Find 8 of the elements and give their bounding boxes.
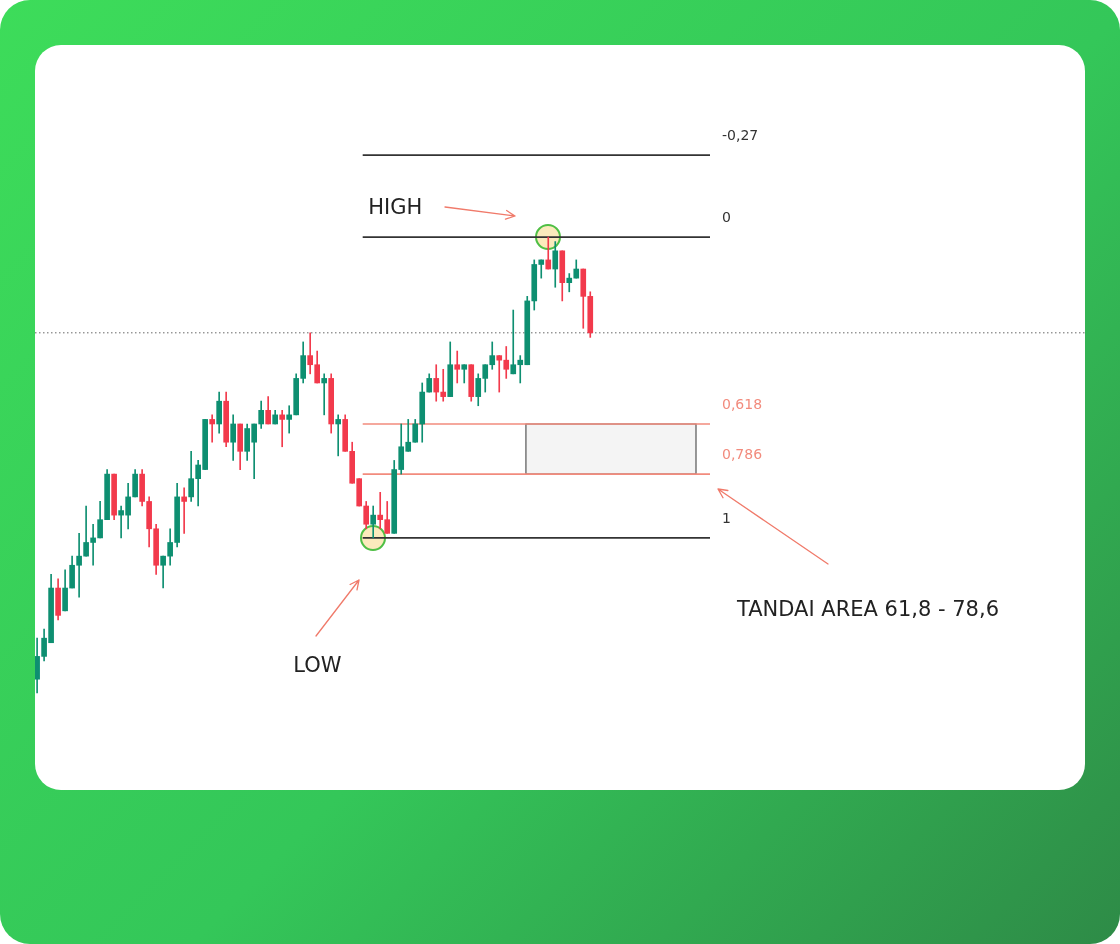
text: -0,27: [722, 126, 759, 143]
text: 0,618: [722, 395, 763, 412]
annotation: LOW: [293, 652, 342, 677]
text: HIGH: [368, 195, 423, 220]
text: TANDAI AREA 61,8 - 78,6: [736, 597, 1000, 622]
text: 1: [722, 509, 731, 526]
text: 0,786: [722, 445, 763, 462]
text: 0: [722, 208, 731, 225]
